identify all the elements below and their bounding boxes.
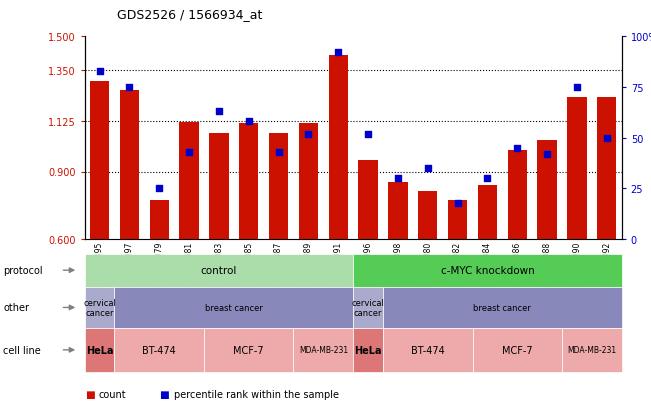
Bar [239, 124, 258, 375]
Bar [180, 123, 199, 375]
Text: MDA-MB-231: MDA-MB-231 [567, 346, 616, 354]
Bar [120, 91, 139, 375]
Point [184, 149, 194, 156]
Point [422, 165, 433, 172]
Text: HeLa: HeLa [354, 345, 382, 355]
Bar [448, 200, 467, 375]
Text: ■: ■ [85, 389, 94, 399]
Text: control: control [201, 266, 237, 275]
Text: MCF-7: MCF-7 [234, 345, 264, 355]
Point [154, 186, 165, 192]
Text: other: other [3, 303, 29, 313]
Text: HeLa: HeLa [86, 345, 113, 355]
Text: percentile rank within the sample: percentile rank within the sample [174, 389, 339, 399]
Bar [150, 200, 169, 375]
Text: cervical
cancer: cervical cancer [352, 298, 385, 317]
Point [482, 176, 493, 182]
Bar [418, 191, 437, 375]
Point [273, 149, 284, 156]
Point [94, 68, 105, 75]
Text: breast cancer: breast cancer [473, 303, 531, 312]
Point [542, 151, 552, 158]
Point [512, 145, 523, 152]
Point [572, 84, 582, 91]
Text: cell line: cell line [3, 345, 41, 355]
Point [243, 119, 254, 126]
Point [363, 131, 373, 138]
Bar [269, 134, 288, 375]
Bar [299, 124, 318, 375]
Bar [388, 182, 408, 375]
Text: BT-474: BT-474 [143, 345, 176, 355]
Bar [209, 134, 229, 375]
Bar [567, 98, 587, 375]
Text: ■: ■ [159, 389, 169, 399]
Point [452, 200, 463, 206]
Text: count: count [99, 389, 126, 399]
Text: MCF-7: MCF-7 [502, 345, 533, 355]
Text: BT-474: BT-474 [411, 345, 445, 355]
Bar [597, 98, 616, 375]
Bar [508, 151, 527, 375]
Text: breast cancer: breast cancer [205, 303, 263, 312]
Bar [90, 82, 109, 375]
Bar [538, 140, 557, 375]
Point [124, 84, 135, 91]
Bar [478, 185, 497, 375]
Point [214, 109, 224, 115]
Bar [359, 161, 378, 375]
Point [393, 176, 403, 182]
Bar [329, 56, 348, 375]
Point [303, 131, 314, 138]
Text: cervical
cancer: cervical cancer [83, 298, 116, 317]
Text: protocol: protocol [3, 266, 43, 275]
Point [602, 135, 612, 142]
Text: GDS2526 / 1566934_at: GDS2526 / 1566934_at [117, 8, 262, 21]
Point [333, 50, 344, 57]
Text: MDA-MB-231: MDA-MB-231 [299, 346, 348, 354]
Text: c-MYC knockdown: c-MYC knockdown [441, 266, 534, 275]
